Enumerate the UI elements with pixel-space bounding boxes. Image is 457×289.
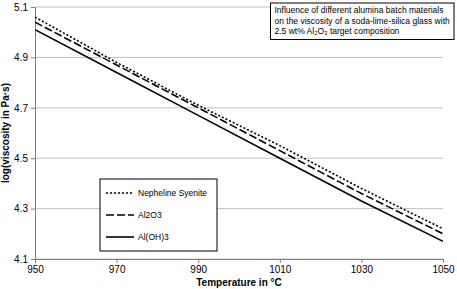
legend-swatch — [106, 192, 134, 194]
series-line — [35, 30, 443, 242]
legend-frame — [100, 179, 217, 251]
y-grid — [35, 7, 443, 259]
tick-mark — [31, 209, 35, 210]
legend-label: Nepheline Syenite — [138, 188, 207, 198]
grid-line — [35, 107, 443, 108]
tick: 1050 — [432, 259, 455, 275]
tick: 1010 — [269, 259, 292, 275]
tick: 4.3 — [14, 203, 35, 214]
x-axis-title: Temperature in °C — [196, 277, 282, 288]
y-axis-title: log(viscosity in Pa·s) — [0, 83, 11, 183]
legend-swatch — [106, 236, 134, 238]
tick: 5.1 — [14, 2, 35, 13]
tick-mark — [31, 158, 35, 159]
title-line: on the viscosity of a soda-lime-silica g… — [274, 16, 450, 26]
tick-label: 4.7 — [14, 103, 28, 114]
tick: 1030 — [351, 259, 374, 275]
series-lines — [35, 17, 443, 241]
tick-mark — [31, 259, 35, 260]
tick-label: 1010 — [269, 264, 292, 275]
title-line: Influence of different alumina batch mat… — [274, 5, 443, 15]
plot: 950 970 990 1010 1030 1050 4.1 4.3 4.5 4.7 4.9 5.1 — [14, 2, 455, 275]
tick-label: 990 — [190, 264, 207, 275]
title-frame — [270, 3, 454, 40]
axis-line — [36, 260, 444, 264]
legend-label: Al(OH)3 — [138, 232, 169, 242]
tick-label: 1030 — [351, 264, 374, 275]
grid-line — [35, 158, 443, 159]
grid-line — [35, 208, 443, 209]
tick: 970 — [109, 259, 126, 275]
tick-label: 4.5 — [14, 153, 28, 164]
tick-label: 1050 — [432, 264, 455, 275]
series-line — [35, 17, 443, 229]
grid-line — [35, 57, 443, 58]
tick-mark — [198, 259, 199, 263]
tick: 4.7 — [14, 103, 35, 114]
tick-mark — [361, 259, 362, 263]
tick-mark — [31, 57, 35, 58]
x-axis: 950 970 990 1010 1030 1050 — [27, 259, 455, 275]
tick-label: 4.9 — [14, 52, 28, 63]
tick-label: 950 — [27, 264, 44, 275]
tick-mark — [443, 259, 444, 263]
y-axis: 4.1 4.3 4.5 4.7 4.9 5.1 — [14, 2, 35, 265]
series-line — [35, 22, 443, 234]
tick: 950 — [27, 259, 44, 275]
title-line: 2.5 wt% Al₂O₃ target composition — [274, 26, 399, 36]
tick-label: 4.3 — [14, 203, 28, 214]
tick-label: 5.1 — [14, 2, 28, 13]
tick-mark — [31, 7, 35, 8]
tick: 4.1 — [14, 254, 35, 265]
title-box: Influence of different alumina batch mat… — [270, 3, 454, 40]
title: Influence of different alumina batch mat… — [274, 5, 450, 36]
tick-label: 4.1 — [14, 254, 28, 265]
tick-mark — [117, 259, 118, 263]
tick: 4.9 — [14, 52, 35, 63]
tick-label: 970 — [109, 264, 126, 275]
legend-label: Al2O3 — [138, 210, 162, 220]
tick-mark — [280, 259, 281, 263]
tick: 4.5 — [14, 153, 35, 164]
tick-mark — [31, 108, 35, 109]
tick: 990 — [190, 259, 207, 275]
legend: Nepheline Syenite Al2O3 Al(OH)3 — [100, 179, 217, 251]
chart: 950 970 990 1010 1030 1050 4.1 4.3 4.5 4.7 4.9 5.1 T… — [0, 0, 457, 289]
legend-swatch — [106, 214, 134, 216]
axis-line — [31, 8, 36, 260]
